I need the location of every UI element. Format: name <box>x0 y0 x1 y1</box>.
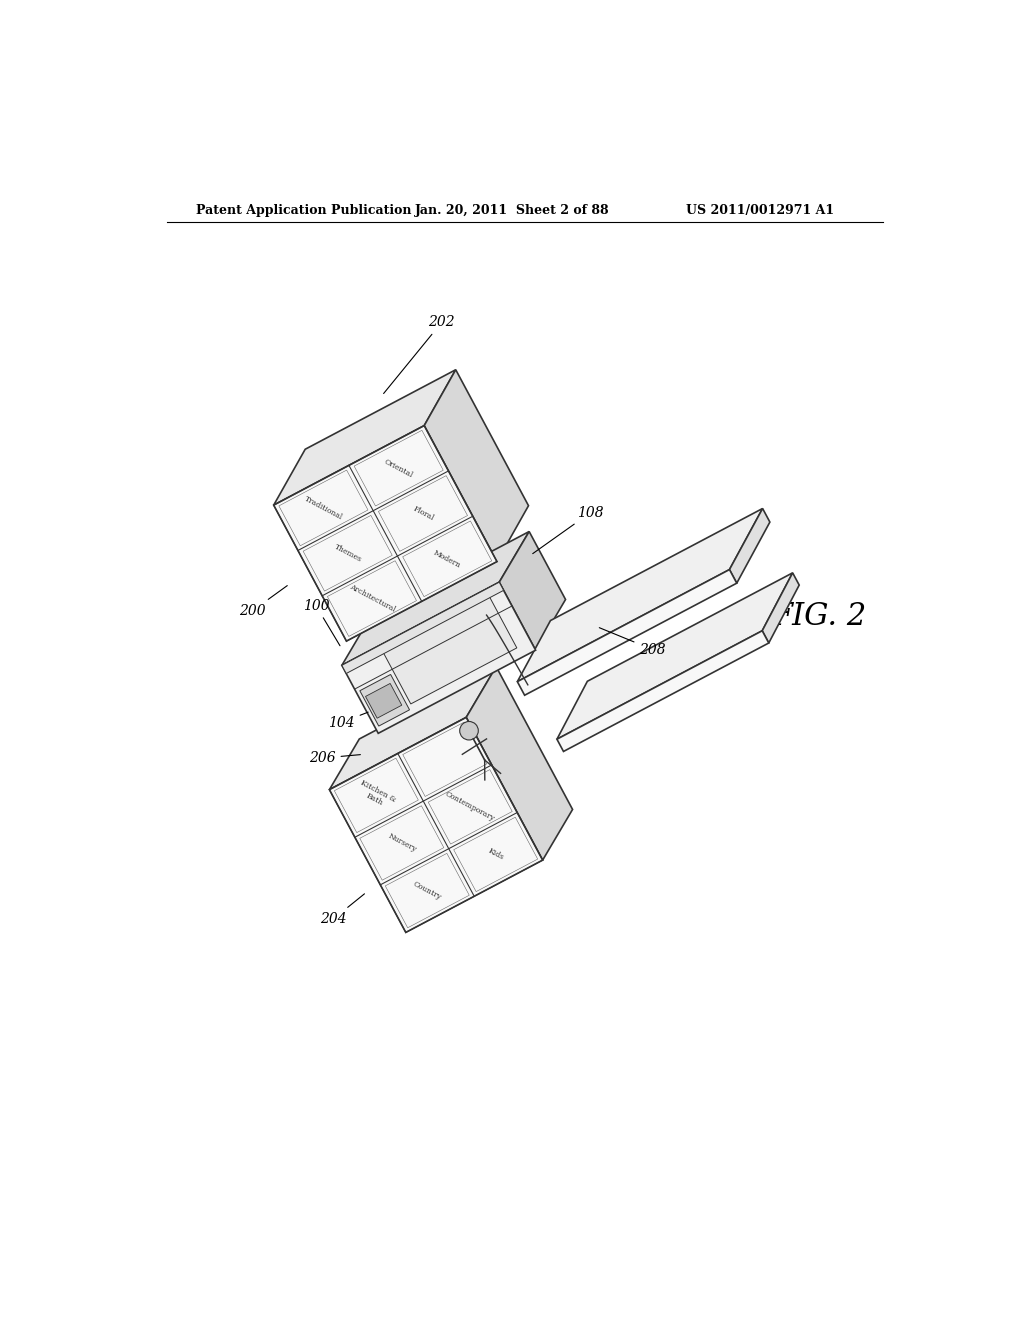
Polygon shape <box>342 582 536 734</box>
Text: Oriental: Oriental <box>383 457 415 479</box>
Polygon shape <box>366 684 401 718</box>
Polygon shape <box>359 675 410 726</box>
Polygon shape <box>424 370 528 561</box>
Text: 206: 206 <box>309 751 360 766</box>
Text: 100: 100 <box>303 599 340 645</box>
Polygon shape <box>330 667 497 789</box>
Text: Modern: Modern <box>432 548 463 569</box>
Polygon shape <box>500 532 565 651</box>
Text: 208: 208 <box>599 628 666 656</box>
Polygon shape <box>273 370 456 506</box>
Text: Contemporary: Contemporary <box>444 791 497 824</box>
Text: Kids: Kids <box>486 847 505 862</box>
Polygon shape <box>729 508 770 583</box>
Polygon shape <box>517 508 763 681</box>
Polygon shape <box>557 573 793 739</box>
Text: US 2011/0012971 A1: US 2011/0012971 A1 <box>686 205 835 218</box>
Text: Traditional: Traditional <box>303 495 344 521</box>
Polygon shape <box>517 570 736 696</box>
Text: 202: 202 <box>384 315 455 393</box>
Polygon shape <box>273 425 497 642</box>
Polygon shape <box>762 573 799 643</box>
Circle shape <box>460 722 478 741</box>
Text: Patent Application Publication: Patent Application Publication <box>197 205 412 218</box>
Polygon shape <box>382 595 517 704</box>
Polygon shape <box>466 667 572 861</box>
Text: Nursery: Nursery <box>386 832 418 854</box>
Text: Jan. 20, 2011  Sheet 2 of 88: Jan. 20, 2011 Sheet 2 of 88 <box>415 205 609 218</box>
Text: Kitchen &
Bath: Kitchen & Bath <box>355 779 397 812</box>
Polygon shape <box>557 631 769 751</box>
Text: FIG. 2: FIG. 2 <box>771 601 866 632</box>
Text: 108: 108 <box>532 506 603 553</box>
Text: 204: 204 <box>321 894 365 925</box>
Text: Architectural: Architectural <box>348 583 396 614</box>
Polygon shape <box>342 532 529 665</box>
Text: Themes: Themes <box>333 543 362 564</box>
Polygon shape <box>342 582 504 673</box>
Text: 200: 200 <box>240 586 288 618</box>
Text: 104: 104 <box>328 711 369 730</box>
Text: Country: Country <box>412 880 442 902</box>
Text: Floral: Floral <box>412 504 435 523</box>
Polygon shape <box>330 717 543 932</box>
